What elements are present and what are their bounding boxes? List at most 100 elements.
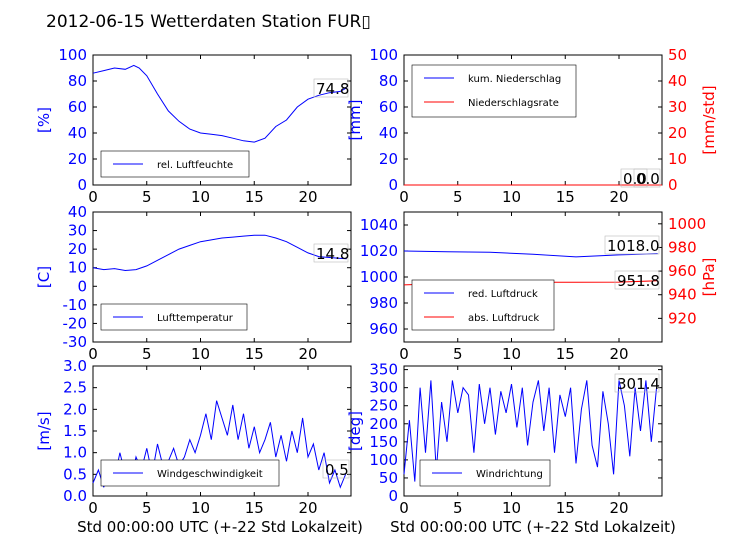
precip-ytick-label: 100 (369, 46, 398, 64)
windspeed-ytick-label: 0.5 (63, 465, 87, 483)
precip-annotation: 0.0 (636, 170, 660, 188)
humidity-ytick-label: 80 (68, 72, 87, 90)
precip-legend-box (411, 64, 577, 118)
pressure-ytick-label: 1020 (360, 242, 398, 260)
figure-title: 2012-06-15 Wetterdaten Station FUR▯ (46, 12, 371, 32)
humidity-ytick-label: 40 (68, 124, 87, 142)
humidity-xtick-label: 15 (245, 188, 264, 206)
winddir-ytick-label: 0 (388, 487, 398, 505)
precip-panel: 0 5 10 15 20 0 20 40 60 80 100 0 10 20 30 40 50 [mm] [mm/s… (346, 46, 718, 206)
winddir-ytick-label: 350 (369, 361, 398, 379)
temperature-panel: 0 5 10 15 20-30-20-10010203040[C]Lufttempera… (35, 203, 352, 363)
winddir-ytick-label: 200 (369, 415, 398, 433)
humidity-legend-label: rel. Luftfeuchte (157, 160, 233, 171)
winddir-annotation-box (614, 373, 660, 393)
temperature-xtick-label: 0 (88, 345, 98, 363)
winddir-ylabel: [deg] (346, 411, 364, 451)
pressure-ytick-right-label: 960 (668, 262, 697, 280)
precip-ytick-right-label: 30 (668, 98, 687, 116)
humidity-ylabel: [%] (35, 107, 53, 133)
pressure-ytick-right-label: 920 (668, 309, 697, 327)
pressure-annotation-box (604, 235, 660, 255)
pressure-annotation: 951.8 (617, 272, 660, 290)
temperature-annotation-box (313, 243, 349, 263)
winddir-xtick-label: 10 (502, 499, 521, 517)
temperature-ylabel: [C] (35, 266, 53, 288)
pressure-ytick-label: 960 (369, 320, 398, 338)
precip-ylabel-right: [mm/std] (700, 85, 718, 154)
precip-ylabel: [mm] (346, 100, 364, 141)
pressure-xtick-label: 20 (609, 345, 628, 363)
humidity-ytick-label: 100 (58, 46, 87, 64)
windspeed-ytick-label: 3.0 (63, 357, 87, 375)
humidity-ytick-label: 20 (68, 150, 87, 168)
x-axis-label-right: Std 00:00:00 UTC (+-22 Std Lokalzeit) (390, 518, 676, 536)
precip-ytick-label: 0 (388, 176, 398, 194)
pressure-ytick-label: 980 (369, 294, 398, 312)
windspeed-xtick-label: 5 (142, 499, 152, 517)
windspeed-ytick-label: 2.0 (63, 400, 87, 418)
temperature-ytick-label: -10 (63, 296, 88, 314)
temperature-ytick-label: -30 (63, 333, 88, 351)
precip-xtick-label: 5 (453, 188, 463, 206)
pressure-ytick-label: 1000 (360, 268, 398, 286)
windspeed-panel: 0 5 10 15 20 0.0 0.5 1.0 1.5 2.0 2.5 3.0 [m/s] Windge… (35, 357, 352, 517)
precip-ytick-right-label: 10 (668, 150, 687, 168)
windspeed-ytick-label: 2.5 (63, 379, 87, 397)
windspeed-xtick-label: 10 (191, 499, 210, 517)
pressure-annotation-box (614, 270, 660, 290)
humidity-xtick-label: 10 (191, 188, 210, 206)
precip-ytick-right-label: 50 (668, 46, 687, 64)
precip-ytick-label: 80 (379, 72, 398, 90)
windspeed-ytick-label: 0.0 (63, 487, 87, 505)
pressure-ytick-right-label: 940 (668, 286, 697, 304)
winddir-series-line-0 (403, 380, 658, 482)
humidity-frame (92, 54, 352, 186)
winddir-ytick-label: 300 (369, 379, 398, 397)
temperature-xtick-label: 5 (142, 345, 152, 363)
temperature-ytick-label: 40 (68, 203, 87, 221)
temperature-ytick-label: 0 (77, 277, 87, 295)
precip-legend-label: kum. Niederschlag (468, 74, 561, 85)
pressure-legend-label: red. Luftdruck (468, 289, 538, 300)
pressure-ytick-label: 1040 (360, 216, 398, 234)
temperature-xtick-label: 10 (191, 345, 210, 363)
humidity-panel: 0 5 10 15 20 0 20 40 60 80 100 [%] rel. Luftfeuchte 7… (35, 46, 352, 206)
precip-legend-label: Niederschlagsrate (468, 98, 559, 109)
pressure-ylabel-right: [hPa] (700, 258, 718, 297)
windspeed-xtick-label: 0 (88, 499, 98, 517)
pressure-xtick-label: 10 (502, 345, 521, 363)
pressure-ytick-right-label: 1000 (668, 215, 706, 233)
humidity-xtick-label: 20 (298, 188, 317, 206)
windspeed-annotation-box (322, 459, 350, 479)
temperature-ytick-label: 20 (68, 240, 87, 258)
pressure-panel: 0 5 10 15 20 960 980 1000 1020 1040 920 940 960 980 10… (360, 211, 718, 363)
precip-annotation-box (633, 168, 661, 188)
windspeed-annotation: 0.5 (325, 461, 349, 479)
windspeed-xtick-label: 15 (245, 499, 264, 517)
precip-xtick-label: 20 (609, 188, 628, 206)
windspeed-xtick-label: 20 (298, 499, 317, 517)
pressure-series-line-0 (403, 250, 658, 258)
humidity-series-line-0 (92, 64, 347, 143)
temperature-ytick-label: -20 (63, 314, 88, 332)
pressure-xtick-label: 5 (453, 345, 463, 363)
winddir-xtick-label: 0 (399, 499, 409, 517)
pressure-xtick-label: 15 (556, 345, 575, 363)
winddir-legend-label: Windrichtung (476, 469, 543, 480)
temperature-xtick-label: 15 (245, 345, 264, 363)
humidity-xtick-label: 0 (88, 188, 98, 206)
temperature-ytick-label: 10 (68, 259, 87, 277)
precip-ytick-label: 60 (379, 98, 398, 116)
precip-ytick-right-label: 20 (668, 124, 687, 142)
winddir-xtick-label: 20 (609, 499, 628, 517)
winddir-annotation: 301.4 (617, 375, 660, 393)
precip-xtick-label: 10 (502, 188, 521, 206)
pressure-ytick-right-label: 980 (668, 238, 697, 256)
winddir-ytick-label: 50 (379, 469, 398, 487)
winddir-xtick-label: 15 (556, 499, 575, 517)
pressure-xtick-label: 0 (399, 345, 409, 363)
humidity-xtick-label: 5 (142, 188, 152, 206)
humidity-ytick-label: 60 (68, 98, 87, 116)
